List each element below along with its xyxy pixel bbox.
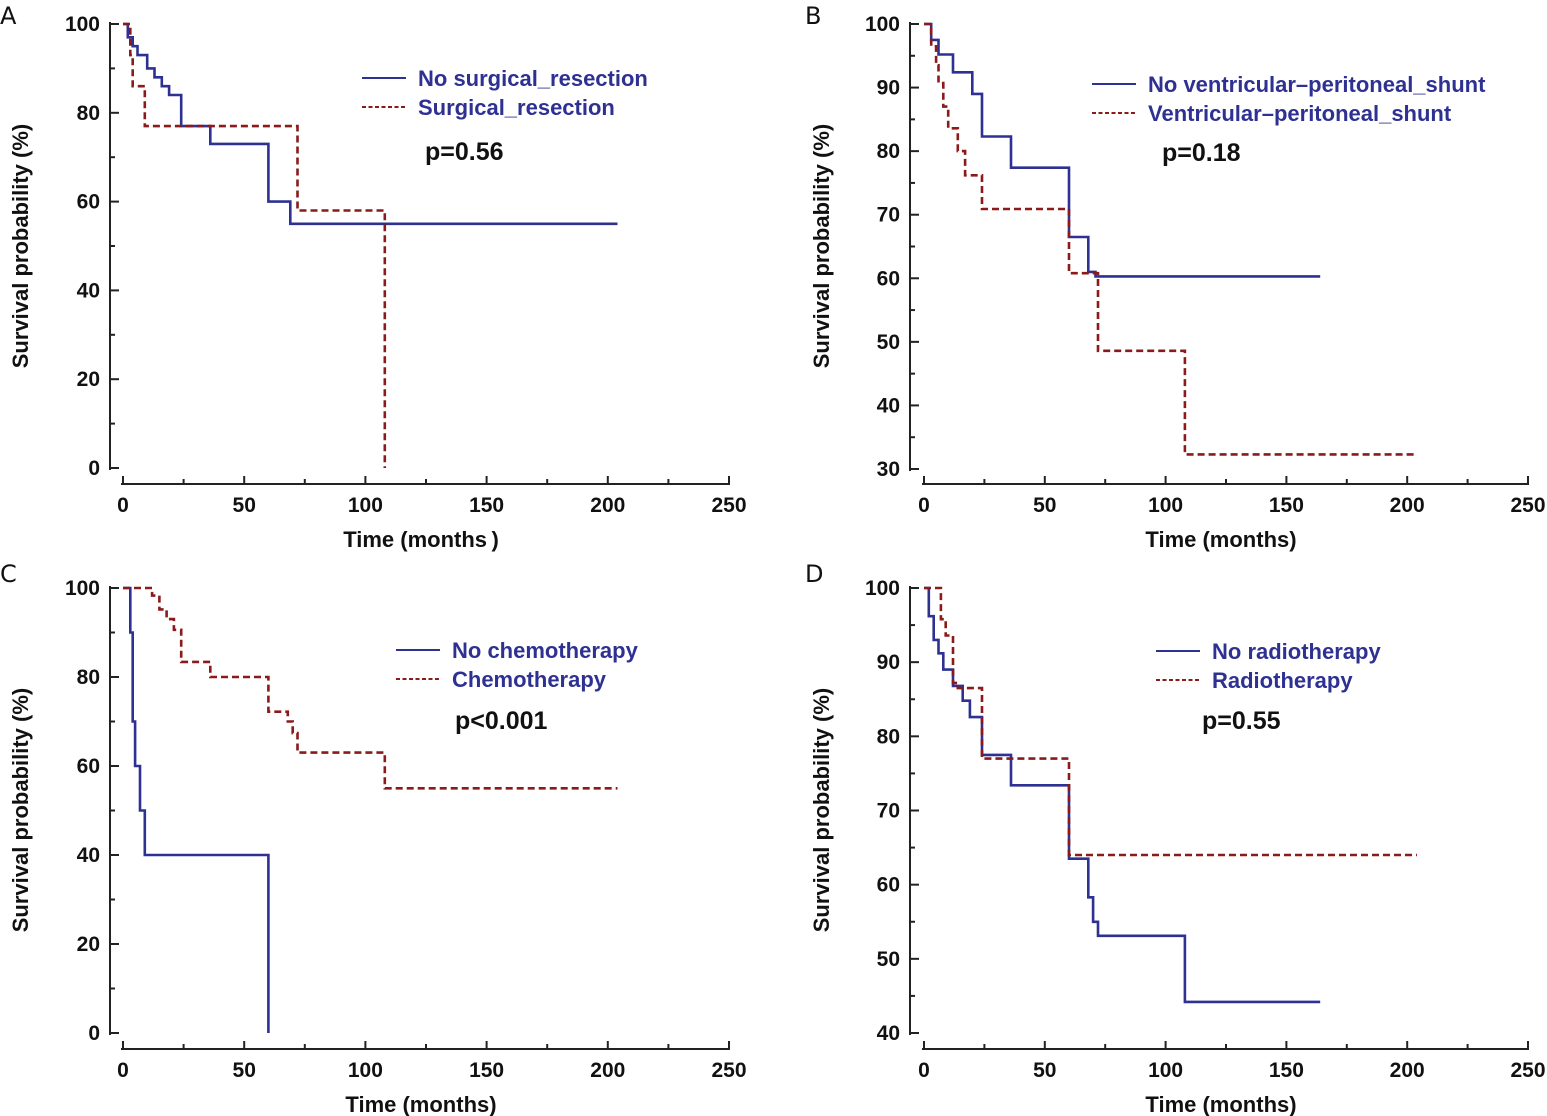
- x-tick-label: 200: [590, 494, 625, 517]
- x-tick-label: 50: [233, 1059, 256, 1082]
- curve-solid-series: [924, 586, 1321, 1004]
- y-tick-label: 90: [877, 651, 900, 674]
- y-tick-label: 100: [865, 13, 900, 36]
- curve-dashed-series: [123, 586, 618, 790]
- y-tick-label: 100: [65, 13, 100, 36]
- legend-label: Chemotherapy: [452, 667, 607, 692]
- y-tick-label: 80: [77, 102, 100, 125]
- panel-d: D 0 50 100 150 200 250 40 50 60 70 80 90 100 Time (mon…: [805, 560, 1546, 1116]
- x-tick-label: 150: [1269, 1059, 1304, 1082]
- y-tick-label: 70: [877, 800, 900, 823]
- x-tick-label: 50: [1033, 1059, 1056, 1082]
- panel-letter: B: [805, 2, 821, 30]
- panel-letter: A: [0, 2, 17, 30]
- legend: No chemotherapy Chemotherapy: [396, 638, 639, 692]
- y-tick-label: 0: [88, 1022, 100, 1045]
- x-tick-label: 200: [590, 1059, 625, 1082]
- y-tick-label: 30: [877, 458, 900, 481]
- p-value-annotation: p=0.18: [1162, 139, 1241, 167]
- y-tick-label: 60: [877, 267, 900, 290]
- legend: No radiotherapy Radiotherapy: [1156, 639, 1381, 693]
- y-tick-label: 90: [877, 77, 900, 100]
- legend: No surgical_resection Surgical_resection: [362, 66, 648, 120]
- x-tick-label: 150: [469, 494, 504, 517]
- x-axis-title: Time (months): [1145, 1092, 1296, 1116]
- panel-c: C 0 50 100 150 200 250 0 20 40 60 80 100 Time (months…: [0, 560, 747, 1116]
- y-tick-label: 20: [77, 933, 100, 956]
- y-tick-label: 80: [77, 666, 100, 689]
- y-tick-label: 50: [877, 331, 900, 354]
- legend-label: No radiotherapy: [1212, 639, 1381, 664]
- x-tick-label: 100: [348, 494, 383, 517]
- y-axis-title: Survival probability (%): [8, 124, 33, 369]
- x-axis-title: Time (months ): [343, 527, 499, 552]
- x-tick-label: 250: [1510, 494, 1545, 517]
- x-tick-label: 200: [1390, 1059, 1425, 1082]
- y-tick-label: 60: [77, 755, 100, 778]
- y-tick-label: 80: [877, 725, 900, 748]
- legend: No ventricular–peritoneal_shunt Ventricul…: [1092, 72, 1486, 126]
- legend-label: Ventricular–peritoneal_shunt: [1148, 101, 1452, 126]
- panel-b: B 0 50 100 150 200 250 30 40 50 60 70 80 90 100 Time (m…: [805, 2, 1546, 552]
- y-tick-label: 20: [77, 368, 100, 391]
- p-value-annotation: p<0.001: [455, 707, 548, 735]
- x-tick-label: 0: [117, 494, 129, 517]
- panel-letter: C: [0, 560, 17, 588]
- legend-label: No ventricular–peritoneal_shunt: [1148, 72, 1486, 97]
- curve-solid-series: [123, 586, 270, 1033]
- x-tick-label: 100: [348, 1059, 383, 1082]
- y-tick-label: 100: [865, 577, 900, 600]
- x-tick-label: 0: [117, 1059, 129, 1082]
- legend-label: Radiotherapy: [1212, 668, 1353, 693]
- legend-label: Surgical_resection: [418, 95, 615, 120]
- x-tick-label: 0: [918, 1059, 930, 1082]
- y-tick-label: 40: [877, 394, 900, 417]
- y-axis-title: Survival probability (%): [8, 688, 33, 933]
- curve-dashed-series: [924, 22, 1417, 456]
- x-tick-label: 250: [711, 1059, 746, 1082]
- y-tick-label: 80: [877, 140, 900, 163]
- legend-label: No surgical_resection: [418, 66, 648, 91]
- y-tick-label: 60: [877, 874, 900, 897]
- curve-dashed-series: [924, 586, 1417, 857]
- x-tick-label: 150: [1269, 494, 1304, 517]
- x-tick-label: 200: [1390, 494, 1425, 517]
- x-tick-label: 50: [233, 494, 256, 517]
- p-value-annotation: p=0.56: [425, 138, 504, 166]
- x-tick-label: 250: [711, 494, 746, 517]
- legend-label: No chemotherapy: [452, 638, 639, 663]
- panel-letter: D: [805, 560, 823, 588]
- x-tick-label: 100: [1148, 1059, 1183, 1082]
- x-tick-label: 100: [1148, 494, 1183, 517]
- x-axis-title: Time (months): [1145, 527, 1296, 552]
- curve-dashed-series: [123, 22, 387, 468]
- y-tick-label: 60: [77, 191, 100, 214]
- curve-solid-series: [924, 22, 1321, 278]
- p-value-annotation: p=0.55: [1202, 707, 1281, 735]
- y-tick-label: 40: [77, 279, 100, 302]
- y-tick-label: 0: [88, 457, 100, 480]
- y-tick-label: 40: [77, 844, 100, 867]
- y-axis-title: Survival probability (%): [809, 124, 834, 369]
- y-tick-label: 50: [877, 948, 900, 971]
- y-tick-label: 100: [65, 577, 100, 600]
- y-axis-title: Survival probability (%): [809, 688, 834, 933]
- x-axis-title: Time (months): [345, 1092, 496, 1116]
- y-tick-label: 70: [877, 204, 900, 227]
- x-tick-label: 250: [1510, 1059, 1545, 1082]
- x-tick-label: 150: [469, 1059, 504, 1082]
- curve-solid-series: [123, 22, 618, 226]
- y-tick-label: 40: [877, 1022, 900, 1045]
- panel-a: A 0 50 100 150 200 250 0 20 40 60 80 100 Time (months…: [0, 2, 747, 552]
- x-tick-label: 50: [1033, 494, 1056, 517]
- x-tick-label: 0: [918, 494, 930, 517]
